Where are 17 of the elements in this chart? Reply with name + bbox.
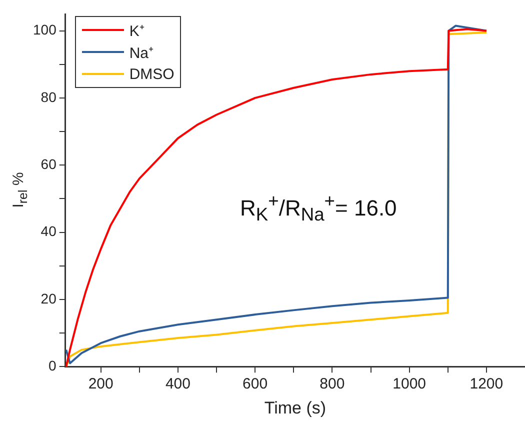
legend-label: Na⁺ <box>128 44 155 63</box>
x-tick-label: 800 <box>320 376 345 393</box>
x-tick-label: 400 <box>165 376 190 393</box>
y-tick-label: 60 <box>40 156 57 172</box>
y-tick-label: 40 <box>40 223 57 240</box>
x-tick-label: 600 <box>242 376 268 393</box>
x-tick-label: 200 <box>88 376 114 393</box>
x-tick-label: 1200 <box>470 376 504 393</box>
y-tick-label: 20 <box>40 290 57 306</box>
legend-label: K⁺ <box>128 22 146 41</box>
y-tick-label: 80 <box>40 88 57 105</box>
legend-label: DMSO <box>128 64 174 84</box>
x-tick-label: 1000 <box>392 376 426 393</box>
annotation: R$_{K}$$^{+}$/R$_{Na}$$^{+}$= 16.0 <box>240 190 397 226</box>
y-tick-label: 100 <box>33 22 57 38</box>
y-tick-label: 0 <box>48 357 57 374</box>
x-axis-title: Time (s) <box>264 398 326 418</box>
